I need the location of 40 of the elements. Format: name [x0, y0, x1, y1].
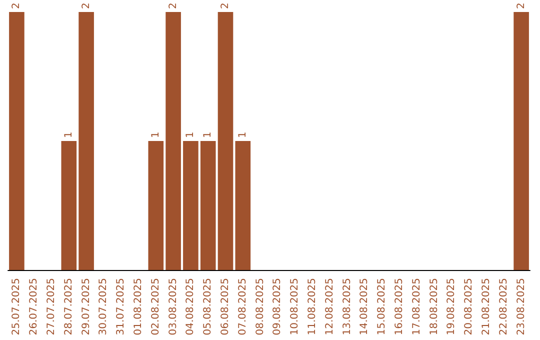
data-label: 2	[168, 2, 179, 9]
x-tick-label: 16.08.2025	[394, 278, 405, 336]
x-tick-label: 04.08.2025	[185, 278, 196, 336]
data-label: 2	[80, 2, 92, 9]
x-tick-label: 01.08.2025	[133, 278, 144, 336]
x-tick-label: 09.08.2025	[272, 278, 284, 336]
data-label: 1	[237, 132, 248, 138]
x-tick-label: 17.08.2025	[411, 278, 422, 336]
x-tick-label: 22.08.2025	[498, 278, 510, 336]
x-tick-label: 12.08.2025	[324, 278, 336, 336]
x-tick-label: 06.08.2025	[220, 278, 231, 336]
data-label: 1	[63, 132, 74, 138]
x-tick-label: 07.08.2025	[237, 278, 248, 336]
data-label: 1	[185, 132, 196, 138]
x-tick-label: 21.08.2025	[481, 278, 492, 336]
x-tick-label: 13.08.2025	[342, 278, 353, 336]
x-tick-label: 30.07.2025	[98, 278, 110, 336]
x-tick-label: 28.07.2025	[63, 278, 74, 336]
x-tick-label: 15.08.2025	[376, 278, 388, 336]
data-label: 1	[202, 132, 214, 138]
x-tick-label: 19.08.2025	[446, 278, 458, 336]
x-tick-label: 20.08.2025	[464, 278, 475, 336]
x-tick-label: 10.08.2025	[290, 278, 301, 336]
x-tick-label: 14.08.2025	[359, 278, 370, 336]
data-label: 1	[150, 132, 162, 138]
x-tick-label: 05.08.2025	[202, 278, 214, 336]
data-label: 2	[11, 2, 22, 9]
x-tick-label: 31.07.2025	[116, 278, 127, 336]
x-tick-label: 26.07.2025	[28, 278, 40, 336]
x-tick-label: 08.08.2025	[254, 278, 266, 336]
x-tick-label: 23.08.2025	[516, 278, 527, 336]
x-tick-label: 29.07.2025	[80, 278, 92, 336]
x-tick-label: 18.08.2025	[428, 278, 440, 336]
x-tick-label: 27.07.2025	[46, 278, 57, 336]
x-tick-label: 02.08.2025	[150, 278, 162, 336]
x-tick-label: 11.08.2025	[307, 278, 318, 336]
x-tick-label: 03.08.2025	[168, 278, 179, 336]
x-tick-label: 25.07.2025	[11, 278, 22, 336]
data-label: 2	[220, 2, 231, 9]
data-label: 2	[516, 2, 527, 9]
